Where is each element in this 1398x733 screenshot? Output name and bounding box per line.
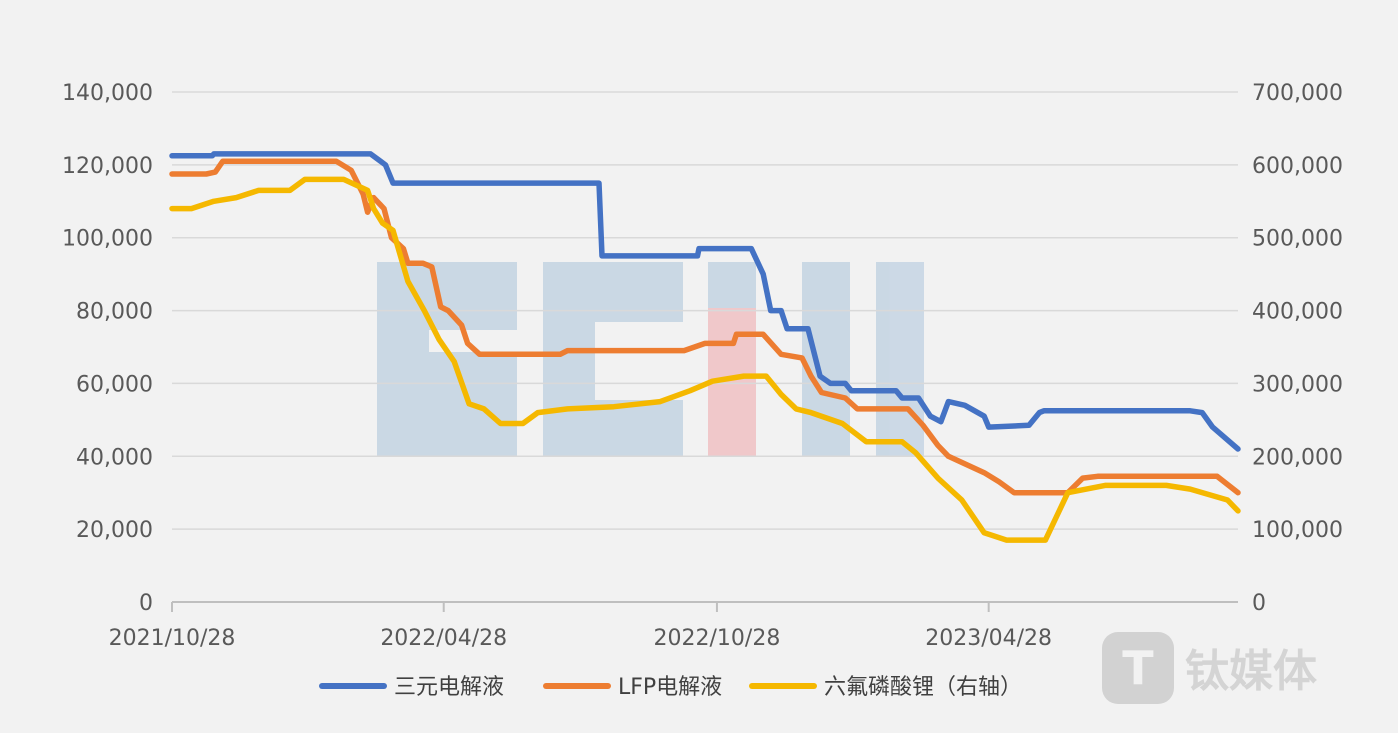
y-right-tick-label: 300,000 bbox=[1252, 372, 1343, 397]
y-right-tick-label: 200,000 bbox=[1252, 445, 1343, 470]
series-line bbox=[169, 176, 1241, 543]
watermark-letter-i bbox=[876, 262, 924, 457]
gridlines bbox=[172, 91, 1238, 603]
y-left-tick-label: 0 bbox=[139, 591, 153, 616]
x-tick-label: 2022/10/28 bbox=[654, 626, 781, 651]
brand-name: 钛媒体 bbox=[1185, 646, 1317, 697]
y-right-tick-label: 600,000 bbox=[1252, 154, 1343, 179]
y-right-tick-label: 400,000 bbox=[1252, 300, 1343, 325]
series-lines bbox=[169, 151, 1241, 543]
scmi-watermark bbox=[377, 262, 924, 457]
watermark-letter-m bbox=[708, 262, 850, 457]
y-axis-left: 0 20,000 40,000 60,000 80,000 100,000 120,000 1… bbox=[62, 81, 153, 616]
y-left-tick-label: 20,000 bbox=[76, 518, 153, 543]
y-axis-right: 0 100,000 200,000 300,000 400,000 500,000 600,… bbox=[1252, 81, 1343, 616]
y-left-tick-label: 120,000 bbox=[62, 154, 153, 179]
brand-watermark: T 钛媒体 bbox=[1102, 632, 1317, 704]
legend-label: 三元电解液 bbox=[394, 675, 504, 700]
x-tick-label: 2021/10/28 bbox=[109, 626, 236, 651]
brand-logo-glyph: T bbox=[1122, 641, 1154, 695]
y-left-tick-label: 40,000 bbox=[76, 445, 153, 470]
y-right-tick-label: 700,000 bbox=[1252, 81, 1343, 106]
y-left-tick-label: 100,000 bbox=[62, 227, 153, 252]
x-tick-label: 2022/04/28 bbox=[380, 626, 507, 651]
watermark-letter-s bbox=[377, 262, 517, 457]
watermark-letter-c bbox=[543, 262, 683, 457]
legend: 三元电解液 LFP电解液 六氟磷酸锂（右轴） bbox=[319, 675, 1022, 700]
brand-logo-icon bbox=[1102, 632, 1174, 704]
x-tick-label: 2023/04/28 bbox=[925, 626, 1052, 651]
y-left-tick-label: 80,000 bbox=[76, 300, 153, 325]
series-line bbox=[169, 151, 1241, 452]
y-right-tick-label: 500,000 bbox=[1252, 227, 1343, 252]
y-left-tick-label: 140,000 bbox=[62, 81, 153, 106]
series-line bbox=[169, 158, 1241, 496]
y-left-tick-label: 60,000 bbox=[76, 372, 153, 397]
legend-label: 六氟磷酸锂（右轴） bbox=[824, 675, 1022, 700]
x-axis: 2021/10/28 2022/04/28 2022/10/28 2023/04/28 bbox=[109, 602, 1052, 651]
legend-label: LFP电解液 bbox=[618, 675, 722, 700]
y-right-tick-label: 100,000 bbox=[1252, 518, 1343, 543]
y-right-tick-label: 0 bbox=[1252, 591, 1266, 616]
